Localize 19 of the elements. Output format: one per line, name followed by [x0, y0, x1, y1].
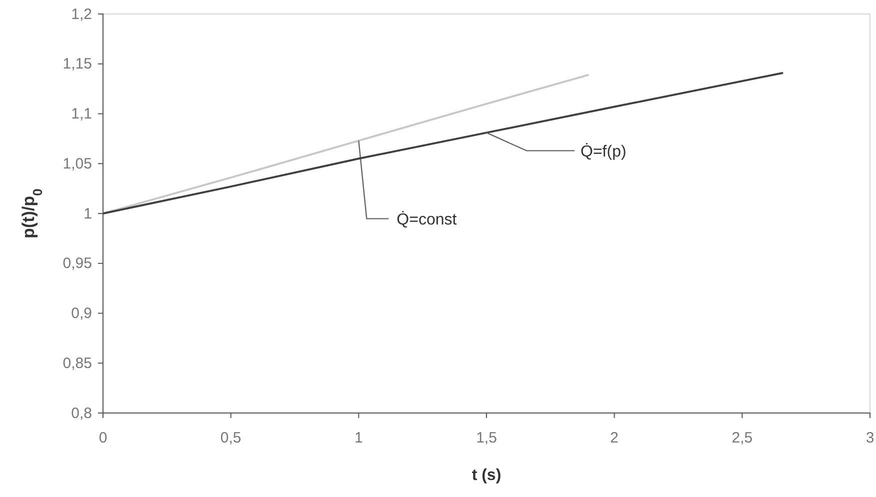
- y-tick-label: 1,2: [71, 6, 92, 23]
- x-tick-label: 0: [98, 430, 108, 447]
- x-tick-label: 2: [610, 430, 619, 447]
- x-tick-label: 3: [866, 430, 874, 447]
- text: Q̇=const: [396, 210, 458, 228]
- y-tick-label: 0,8: [71, 404, 92, 422]
- y-tick-label: 1,05: [62, 155, 92, 172]
- y-tick-label: 1: [84, 205, 92, 222]
- y-tick-label: 0,9: [71, 305, 92, 322]
- series-label: Q̇=f(p): [580, 142, 626, 160]
- y-tick-label: 1,15: [62, 56, 92, 73]
- x-tick-label: 1: [354, 430, 363, 447]
- y-tick-label: 1,1: [71, 106, 92, 123]
- x-axis-title: t (s): [472, 467, 502, 484]
- x-tick-label: 0,5: [220, 430, 242, 447]
- y-tick-label: 0,85: [62, 354, 92, 372]
- y-tick-label: 0,95: [62, 255, 92, 272]
- x-tick-label: 1,5: [476, 430, 497, 447]
- x-tick-label: 2,5: [732, 430, 753, 447]
